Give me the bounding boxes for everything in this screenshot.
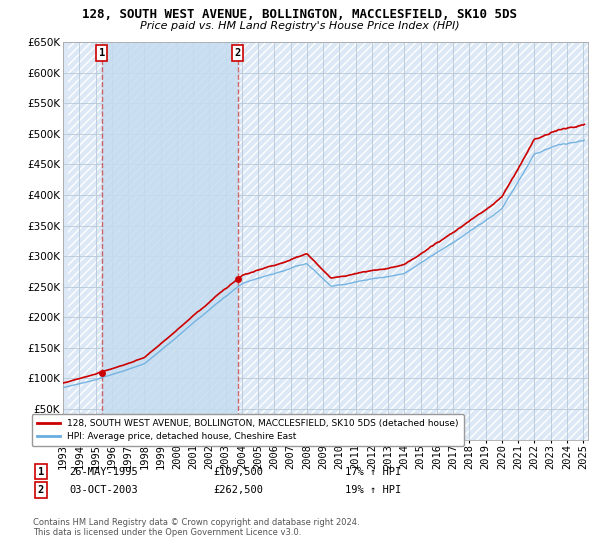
Text: 03-OCT-2003: 03-OCT-2003 xyxy=(69,485,138,495)
Text: 19% ↑ HPI: 19% ↑ HPI xyxy=(345,485,401,495)
Text: 2: 2 xyxy=(38,485,44,495)
Text: £262,500: £262,500 xyxy=(213,485,263,495)
Text: 2: 2 xyxy=(235,48,241,58)
Text: 1: 1 xyxy=(98,48,105,58)
Text: 128, SOUTH WEST AVENUE, BOLLINGTON, MACCLESFIELD, SK10 5DS: 128, SOUTH WEST AVENUE, BOLLINGTON, MACC… xyxy=(83,8,517,21)
Text: 26-MAY-1995: 26-MAY-1995 xyxy=(69,466,138,477)
Text: 1: 1 xyxy=(38,466,44,477)
Text: 17% ↑ HPI: 17% ↑ HPI xyxy=(345,466,401,477)
Text: Contains HM Land Registry data © Crown copyright and database right 2024.
This d: Contains HM Land Registry data © Crown c… xyxy=(33,518,359,538)
Text: £109,500: £109,500 xyxy=(213,466,263,477)
Legend: 128, SOUTH WEST AVENUE, BOLLINGTON, MACCLESFIELD, SK10 5DS (detached house), HPI: 128, SOUTH WEST AVENUE, BOLLINGTON, MACC… xyxy=(32,414,464,446)
Text: Price paid vs. HM Land Registry's House Price Index (HPI): Price paid vs. HM Land Registry's House … xyxy=(140,21,460,31)
Bar xyxy=(101,42,238,440)
